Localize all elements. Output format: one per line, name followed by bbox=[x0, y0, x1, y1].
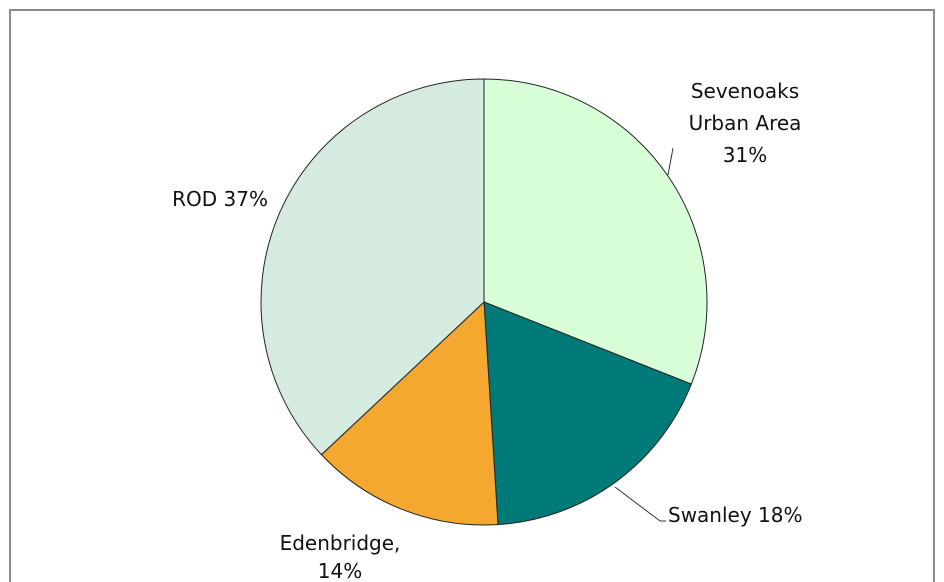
pie-slice bbox=[320, 300, 499, 526]
pie-slice bbox=[260, 78, 485, 456]
slice-label: Swanley 18% bbox=[668, 499, 803, 531]
value-label: 18% bbox=[758, 503, 803, 527]
value-label: 37% bbox=[223, 187, 268, 211]
category-label: Sevenoaks Urban Area bbox=[688, 79, 802, 135]
value-label: 14% bbox=[317, 559, 363, 582]
category-label: Swanley bbox=[668, 503, 752, 527]
category-label: Edenbridge, bbox=[279, 531, 401, 555]
leader-line bbox=[614, 486, 666, 522]
pie-slice bbox=[483, 301, 692, 526]
value-label: 31% bbox=[722, 143, 768, 167]
leader-line bbox=[667, 147, 674, 176]
slice-label: Edenbridge, 14% bbox=[260, 529, 420, 582]
slice-label: Sevenoaks Urban Area 31% bbox=[680, 75, 810, 171]
category-label: ROD bbox=[172, 187, 218, 211]
pie bbox=[260, 78, 708, 526]
slice-label: ROD 37% bbox=[120, 183, 268, 215]
pie-slice bbox=[483, 78, 708, 385]
